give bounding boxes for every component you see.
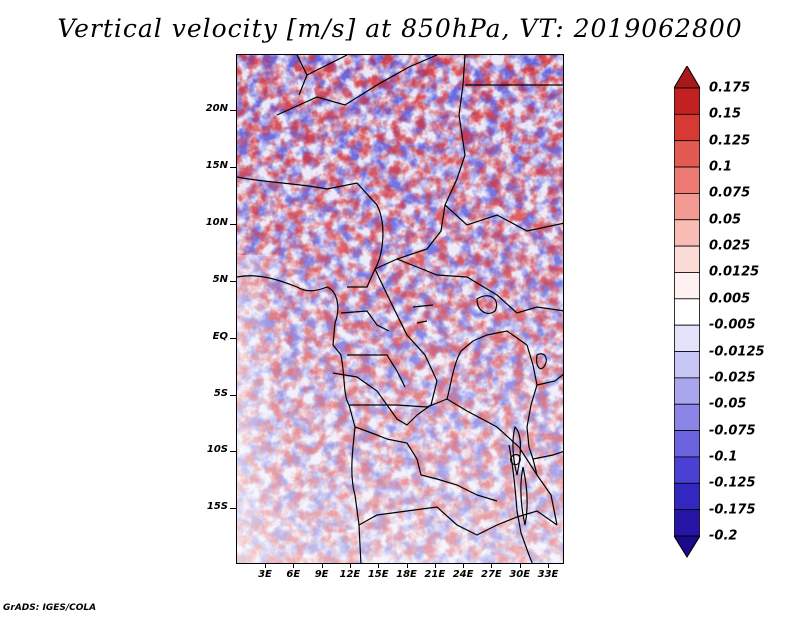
colorbar-label: 0.05 [709,212,742,228]
colorbar-swatch [674,166,700,194]
colorbar-label: 0.025 [709,238,751,254]
lon-label: 24E [452,569,474,580]
velocity-field [237,55,563,563]
colorbar-label: 0.125 [709,133,751,149]
lat-tick [230,167,236,168]
colorbar-label: 0.15 [709,106,742,122]
colorbar-label: 0.175 [709,80,751,96]
lon-label: 21E [424,569,446,580]
lon-tick [349,563,351,568]
colorbar-label: 0.0125 [709,264,760,280]
colorbar-swatch [674,430,700,458]
lat-label: 10S [206,444,228,455]
lakes [412,295,547,526]
lon-label: 15E [367,569,389,580]
lon-tick [321,563,323,568]
colorbar-swatches [673,65,701,558]
lat-label: 15N [205,160,228,171]
colorbar-swatch [674,219,700,247]
lon-label: 3E [258,569,272,580]
colorbar-top-arrow [673,65,701,89]
colorbar-swatch [674,456,700,484]
lon-tick [434,563,436,568]
colorbar-swatch [674,509,700,537]
lon-tick [491,563,493,568]
lat-tick [230,110,236,111]
lon-tick [406,563,408,568]
lat-label: 10N [205,217,228,228]
lon-label: 30E [509,569,531,580]
colorbar-swatch [674,482,700,511]
lat-label: 5S [213,388,228,399]
lat-tick [230,338,236,339]
lon-label: 12E [339,569,361,580]
colorbar-bottom-arrow [673,535,701,558]
colorbar-swatch [674,87,700,115]
colorbar-label: -0.125 [709,475,756,491]
lat-label: 20N [205,103,228,114]
lon-tick [265,563,266,568]
colorbar-label: 0.1 [709,159,733,175]
colorbar-swatch [674,113,700,142]
colorbar-swatch [674,272,700,300]
country-borders [237,55,563,563]
colorbar-swatch [674,140,700,168]
lon-tick [519,563,521,568]
colorbar-label: -0.2 [709,528,738,544]
lat-label: 15S [206,501,228,512]
colorbar-label: -0.025 [709,370,756,386]
map-title: Vertical velocity [m/s] at 850hPa, VT: 2… [57,14,743,43]
colorbar-label: -0.1 [709,449,738,465]
colorbar [673,65,701,558]
grads-credit: GrADS: IGES/COLA [3,603,97,613]
colorbar-label: 0.075 [709,185,751,201]
lon-tick [378,563,380,568]
colorbar-label: -0.175 [709,502,756,518]
lon-tick [293,563,295,568]
colorbar-label: -0.0125 [709,344,765,360]
lon-label: 9E [314,569,329,580]
colorbar-swatch [674,377,700,405]
lon-label: 33E [537,569,559,580]
lat-tick [230,451,236,452]
colorbar-swatch [674,403,700,431]
lat-tick [230,508,236,509]
lat-label: 5N [212,274,228,285]
colorbar-label: -0.075 [709,423,756,439]
lat-label: EQ [212,331,228,342]
lon-tick [548,563,549,568]
lon-label: 27E [481,569,502,580]
colorbar-label: 0.005 [709,291,751,307]
colorbar-swatch [674,351,700,379]
colorbar-swatch [674,245,700,273]
lat-tick [230,224,236,225]
colorbar-swatch [674,193,700,221]
lon-label: 18E [396,569,417,580]
velocity-map [236,54,564,564]
lon-label: 6E [286,569,301,580]
lat-tick [230,395,236,396]
colorbar-label: -0.005 [709,317,756,333]
lon-tick [463,563,465,568]
colorbar-swatch [674,324,700,352]
colorbar-label: -0.05 [709,396,747,412]
colorbar-swatch [674,298,700,326]
lat-tick [230,281,236,282]
